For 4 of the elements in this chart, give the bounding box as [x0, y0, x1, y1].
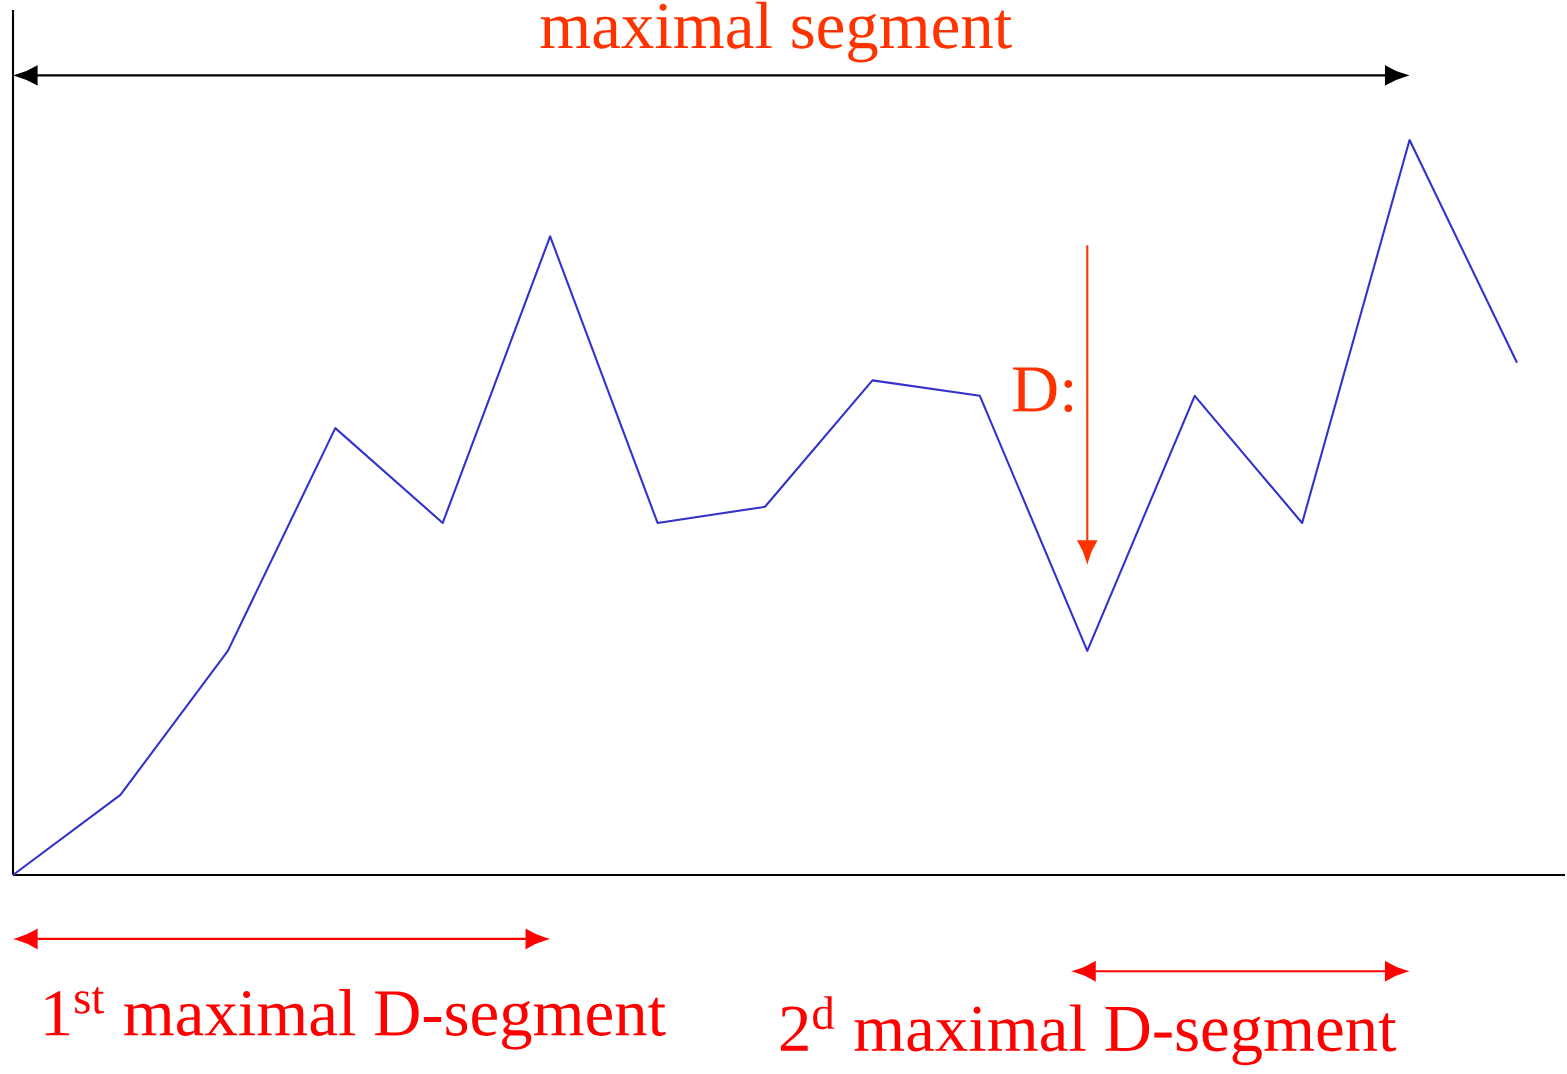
text: 2$^{d}$ maximal D-segment	[780, 996, 1397, 1066]
text: maximal segment	[540, 1, 1012, 63]
text: 1$^{st}$ maximal D-segment	[45, 986, 666, 1050]
annotation: D:	[1012, 367, 1073, 413]
